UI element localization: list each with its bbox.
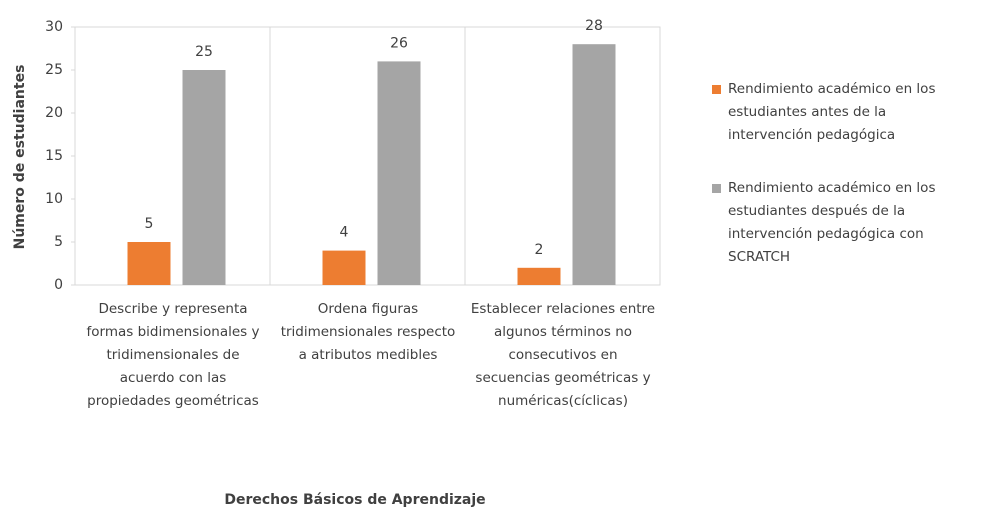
y-tick-label: 0 (54, 277, 63, 293)
plot-border (74, 26, 661, 286)
legend-swatch (712, 85, 721, 94)
data-label: 4 (340, 225, 349, 241)
x-axis-label: Derechos Básicos de Aprendizaje (224, 492, 486, 508)
x-tick-label: Describe y representa formas bidimension… (86, 301, 260, 409)
y-tick-label: 10 (45, 191, 63, 207)
bar (572, 44, 616, 286)
y-tick-label: 15 (45, 148, 63, 164)
x-tick-label: Ordena figuras tridimensionales respecto… (280, 301, 456, 363)
data-label: 26 (390, 35, 408, 51)
legend-item: Rendimiento académico en los estudiantes… (712, 78, 974, 147)
bar (182, 70, 226, 285)
data-label: 2 (535, 242, 544, 258)
data-label: 28 (585, 18, 603, 34)
y-axis-label: Número de estudiantes (12, 65, 28, 250)
data-label: 5 (145, 216, 154, 232)
bar (322, 250, 366, 285)
x-tick-label: Establecer relaciones entre algunos térm… (470, 301, 656, 409)
bar (377, 61, 421, 286)
bar (127, 242, 171, 285)
y-tick-label: 30 (45, 19, 63, 35)
y-tick-label: 20 (45, 105, 63, 121)
y-tick-label: 5 (54, 234, 63, 250)
legend-swatch (712, 184, 721, 193)
y-tick-label: 25 (45, 62, 63, 78)
legend-item: Rendimiento académico en los estudiantes… (712, 177, 974, 269)
bar (517, 267, 561, 285)
legend-label: Rendimiento académico en los estudiantes… (728, 180, 936, 265)
data-label: 25 (195, 44, 213, 60)
legend-label: Rendimiento académico en los estudiantes… (728, 81, 936, 143)
